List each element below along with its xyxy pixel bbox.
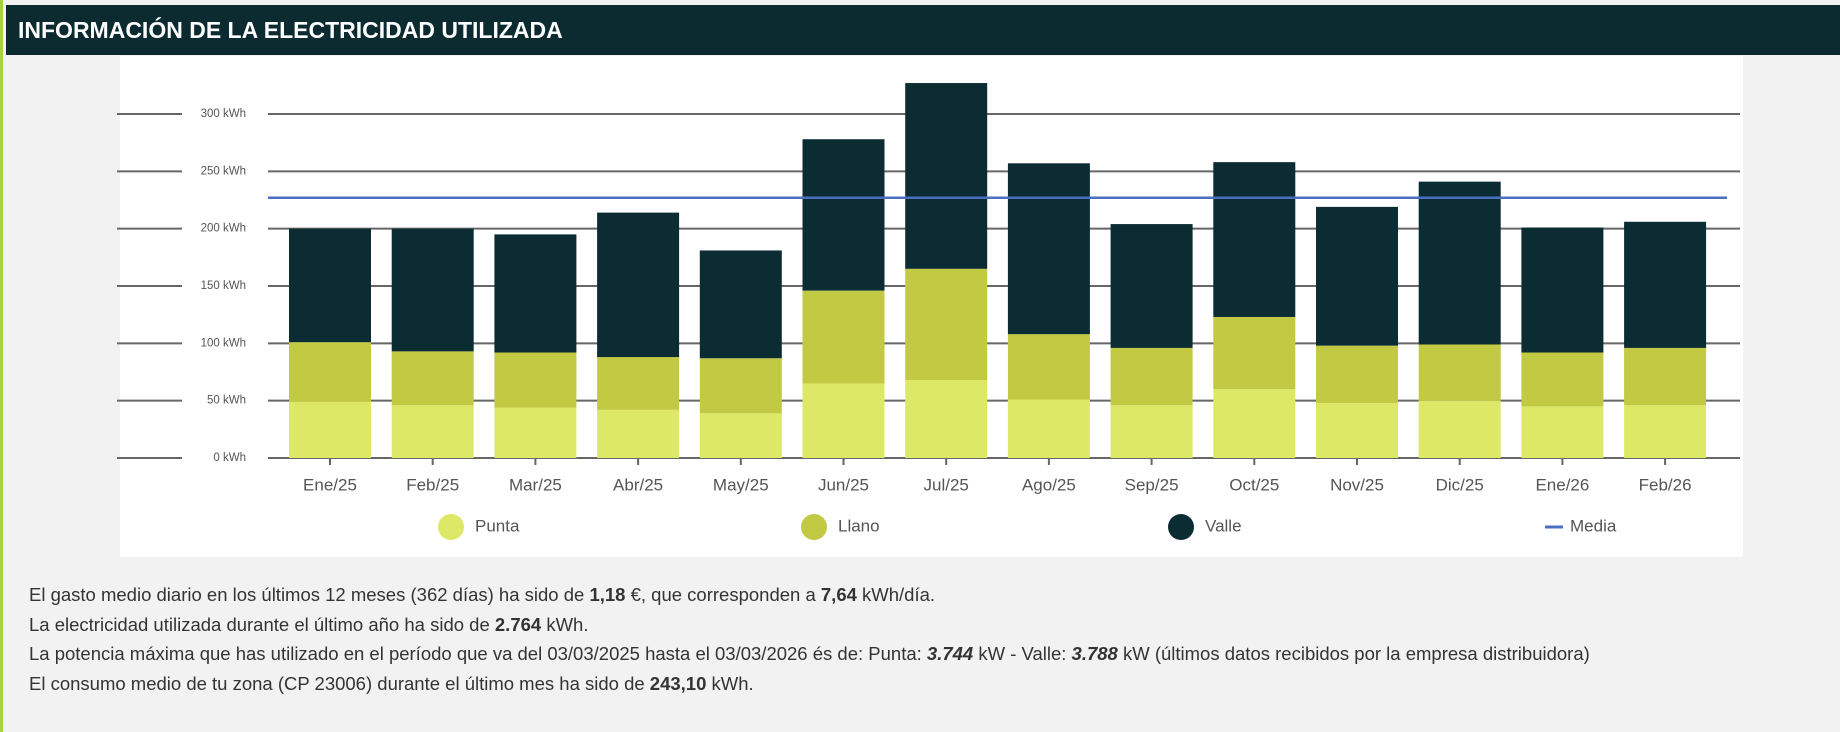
legend-swatch bbox=[801, 514, 827, 540]
bar-segment bbox=[905, 83, 988, 269]
bar-segment bbox=[1624, 347, 1707, 406]
bar-segment bbox=[391, 351, 474, 406]
bar-segment bbox=[1007, 334, 1090, 400]
x-tick-label: Nov/25 bbox=[1330, 475, 1384, 494]
bar-segment bbox=[1521, 352, 1604, 407]
legend-swatch bbox=[438, 514, 464, 540]
info-text: El gasto medio diario en los últimos 12 … bbox=[29, 584, 590, 605]
info-line: El consumo medio de tu zona (CP 23006) d… bbox=[29, 673, 754, 695]
legend-label: Valle bbox=[1205, 516, 1242, 535]
info-text: kWh/día. bbox=[856, 584, 936, 605]
bar-segment bbox=[699, 413, 782, 458]
x-tick-label: Feb/25 bbox=[406, 475, 459, 494]
legend-swatch bbox=[1168, 514, 1194, 540]
bar-segment bbox=[1316, 206, 1398, 346]
x-tick-label: Jul/25 bbox=[924, 475, 969, 494]
bar-segment bbox=[289, 342, 371, 402]
info-text: kWh. bbox=[706, 673, 754, 694]
bar-segment bbox=[905, 380, 988, 458]
y-tick-label: 300 kWh bbox=[201, 108, 246, 120]
legend-label: Media bbox=[1570, 516, 1617, 535]
y-tick-label: 150 kWh bbox=[201, 280, 246, 292]
info-value: 2.764 bbox=[494, 614, 542, 635]
bar-segment bbox=[494, 234, 577, 353]
info-text: La potencia máxima que has utilizado en … bbox=[29, 643, 927, 664]
info-panel: El gasto medio diario en los últimos 12 … bbox=[3, 572, 1840, 718]
info-text: €, que corresponden a bbox=[625, 584, 821, 605]
info-value: 1,18 bbox=[589, 584, 626, 605]
bar-segment bbox=[1418, 400, 1501, 458]
bar-segment bbox=[289, 228, 371, 343]
x-tick-label: Ago/25 bbox=[1022, 475, 1076, 494]
bar-segment bbox=[1521, 227, 1604, 353]
x-tick-label: Abr/25 bbox=[613, 475, 663, 494]
info-line: El gasto medio diario en los últimos 12 … bbox=[29, 584, 935, 606]
bar-segment bbox=[1316, 345, 1398, 403]
bar-segment bbox=[1213, 316, 1296, 390]
bar-segment bbox=[597, 357, 680, 410]
bar-segment bbox=[1110, 224, 1193, 348]
bar-segment bbox=[289, 401, 371, 458]
bar-segment bbox=[494, 407, 577, 458]
info-value: 3.744 bbox=[926, 643, 974, 664]
info-text: kW (últimos datos recibidos por la empre… bbox=[1117, 643, 1590, 664]
info-line: La potencia máxima que has utilizado en … bbox=[29, 643, 1590, 665]
bar-segment bbox=[1418, 181, 1501, 345]
y-tick-label: 200 kWh bbox=[201, 223, 246, 235]
legend-label: Llano bbox=[838, 516, 880, 535]
info-text: kWh. bbox=[541, 614, 589, 635]
x-tick-label: Oct/25 bbox=[1229, 475, 1279, 494]
x-tick-label: Ene/25 bbox=[303, 475, 357, 494]
x-tick-label: Sep/25 bbox=[1125, 475, 1179, 494]
info-value: 243,10 bbox=[649, 673, 707, 694]
x-tick-label: Mar/25 bbox=[509, 475, 562, 494]
bar-segment bbox=[1110, 405, 1193, 458]
bar-segment bbox=[802, 383, 885, 458]
info-text: El consumo medio de tu zona (CP 23006) d… bbox=[29, 673, 650, 694]
x-tick-label: Dic/25 bbox=[1436, 475, 1484, 494]
bar-segment bbox=[597, 212, 680, 358]
bar-segment bbox=[802, 139, 885, 291]
bar-segment bbox=[1213, 162, 1296, 317]
bar-segment bbox=[1624, 221, 1707, 348]
bar-segment bbox=[391, 405, 474, 458]
bar-segment bbox=[1007, 399, 1090, 458]
bar-segment bbox=[597, 409, 680, 458]
bar-segment bbox=[802, 290, 885, 384]
x-tick-label: Feb/26 bbox=[1639, 475, 1692, 494]
bar-segment bbox=[699, 358, 782, 414]
bar-segment bbox=[1521, 406, 1604, 458]
bar-segment bbox=[391, 228, 474, 352]
bar-segment bbox=[699, 250, 782, 359]
legend-label: Punta bbox=[475, 516, 520, 535]
bar-segment bbox=[1418, 344, 1501, 401]
info-value: 7,64 bbox=[820, 584, 857, 605]
x-tick-label: Ene/26 bbox=[1535, 475, 1589, 494]
section-title: INFORMACIÓN DE LA ELECTRICIDAD UTILIZADA bbox=[6, 5, 1840, 55]
info-value: 3.788 bbox=[1071, 643, 1118, 664]
bar-segment bbox=[1213, 389, 1296, 458]
info-text: La electricidad utilizada durante el últ… bbox=[29, 614, 495, 635]
y-tick-label: 250 kWh bbox=[201, 165, 246, 177]
bar-segment bbox=[905, 268, 988, 381]
info-line: La electricidad utilizada durante el últ… bbox=[29, 614, 588, 636]
bar-segment bbox=[1624, 405, 1707, 458]
x-tick-label: Jun/25 bbox=[818, 475, 869, 494]
y-tick-label: 0 kWh bbox=[213, 452, 246, 464]
y-tick-label: 50 kWh bbox=[207, 395, 246, 407]
y-tick-label: 100 kWh bbox=[201, 337, 246, 349]
bar-segment bbox=[494, 352, 577, 408]
bar-segment bbox=[1316, 402, 1398, 458]
info-text: kW - Valle: bbox=[973, 643, 1072, 664]
bar-segment bbox=[1110, 347, 1193, 406]
x-tick-label: May/25 bbox=[713, 475, 769, 494]
bar-segment bbox=[1007, 163, 1090, 335]
